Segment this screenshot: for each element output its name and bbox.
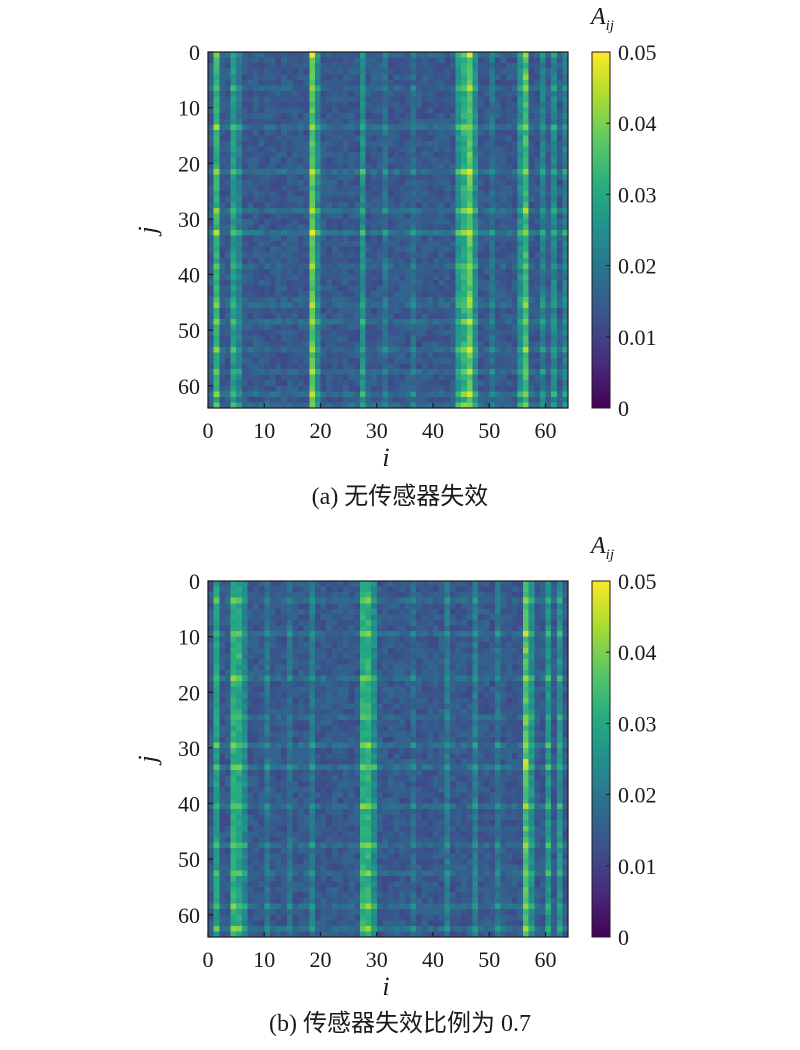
- x-tick-label: 20: [310, 947, 332, 972]
- heatmap-axes-b: 0 10 20 30 40 50 600102030405060ij00.010.020.0…: [133, 533, 657, 1001]
- colorbar-tick-label: 0.04: [618, 111, 657, 136]
- x-tick-label: 60: [535, 947, 557, 972]
- heatmap-grid-a: [208, 52, 568, 408]
- plot-frame: [207, 51, 569, 409]
- colorbar-title: Aij: [589, 533, 614, 563]
- plot-frame: [207, 580, 569, 938]
- y-tick-label: 40: [178, 263, 200, 288]
- heatmap-axes-a: 0 10 20 30 40 50 600102030405060ij00.010.020.0…: [133, 4, 657, 472]
- colorbar-tick-label: 0.03: [618, 711, 657, 736]
- colorbar-tick-label: 0.01: [618, 854, 657, 879]
- y-tick-label: 30: [178, 207, 200, 232]
- y-tick-label: 0: [189, 569, 200, 594]
- x-tick-label: 20: [310, 418, 332, 443]
- colorbar-tick-label: 0.02: [618, 783, 657, 808]
- x-axis-label: i: [382, 972, 389, 1001]
- chart-caption-a: (a) 无传感器失效: [311, 484, 489, 510]
- x-tick-label: 30: [366, 418, 388, 443]
- y-tick-label: 60: [178, 374, 200, 399]
- colorbar: [591, 51, 611, 409]
- colorbar-tick-label: 0.02: [618, 254, 657, 279]
- y-tick-label: 50: [178, 318, 200, 343]
- x-tick-label: 0: [203, 418, 214, 443]
- x-tick-label: 60: [535, 418, 557, 443]
- y-tick-label: 60: [178, 903, 200, 928]
- x-tick-label: 40: [422, 947, 444, 972]
- y-tick-label: 50: [178, 847, 200, 872]
- colorbar-tick-label: 0: [618, 925, 629, 950]
- x-axis-label: i: [382, 443, 389, 472]
- y-tick-label: 10: [178, 625, 200, 650]
- heatmap-grid-b: [208, 581, 568, 937]
- colorbar-title: Aij: [589, 4, 614, 34]
- x-tick-label: 0: [203, 947, 214, 972]
- heatmap-panel-b: 0 10 20 30 40 50 60 0 10 20 30 40 50 60 i j 0 0.01 0.02 0.0…: [0, 529, 800, 1042]
- chart-caption-b: (b) 传感器失效比例为 0.7: [269, 1011, 531, 1037]
- colorbar-tick-label: 0.01: [618, 325, 657, 350]
- x-tick-label: 30: [366, 947, 388, 972]
- y-tick-label: 40: [178, 792, 200, 817]
- y-axis-label: j: [133, 226, 162, 236]
- y-tick-label: 20: [178, 680, 200, 705]
- colorbar-tick-label: 0.04: [618, 640, 657, 665]
- x-tick-label: 10: [253, 418, 275, 443]
- y-tick-label: 30: [178, 736, 200, 761]
- x-tick-label: 40: [422, 418, 444, 443]
- y-axis-label: j: [133, 755, 162, 765]
- colorbar-tick-label: 0: [618, 396, 629, 421]
- x-tick-label: 50: [478, 947, 500, 972]
- x-tick-label: 10: [253, 947, 275, 972]
- y-tick-label: 0: [189, 40, 200, 65]
- heatmap-panel-a: 0 10 20 30 40 50 60 0 10 20 30 40 50 60 i j 0 0.01 0.02 0.0…: [0, 0, 800, 521]
- colorbar-tick-label: 0.03: [618, 182, 657, 207]
- y-tick-label: 20: [178, 151, 200, 176]
- colorbar-tick-label: 0.05: [618, 40, 657, 65]
- colorbar-tick-label: 0.05: [618, 569, 657, 594]
- y-tick-label: 10: [178, 96, 200, 121]
- x-tick-label: 50: [478, 418, 500, 443]
- colorbar: [591, 580, 611, 938]
